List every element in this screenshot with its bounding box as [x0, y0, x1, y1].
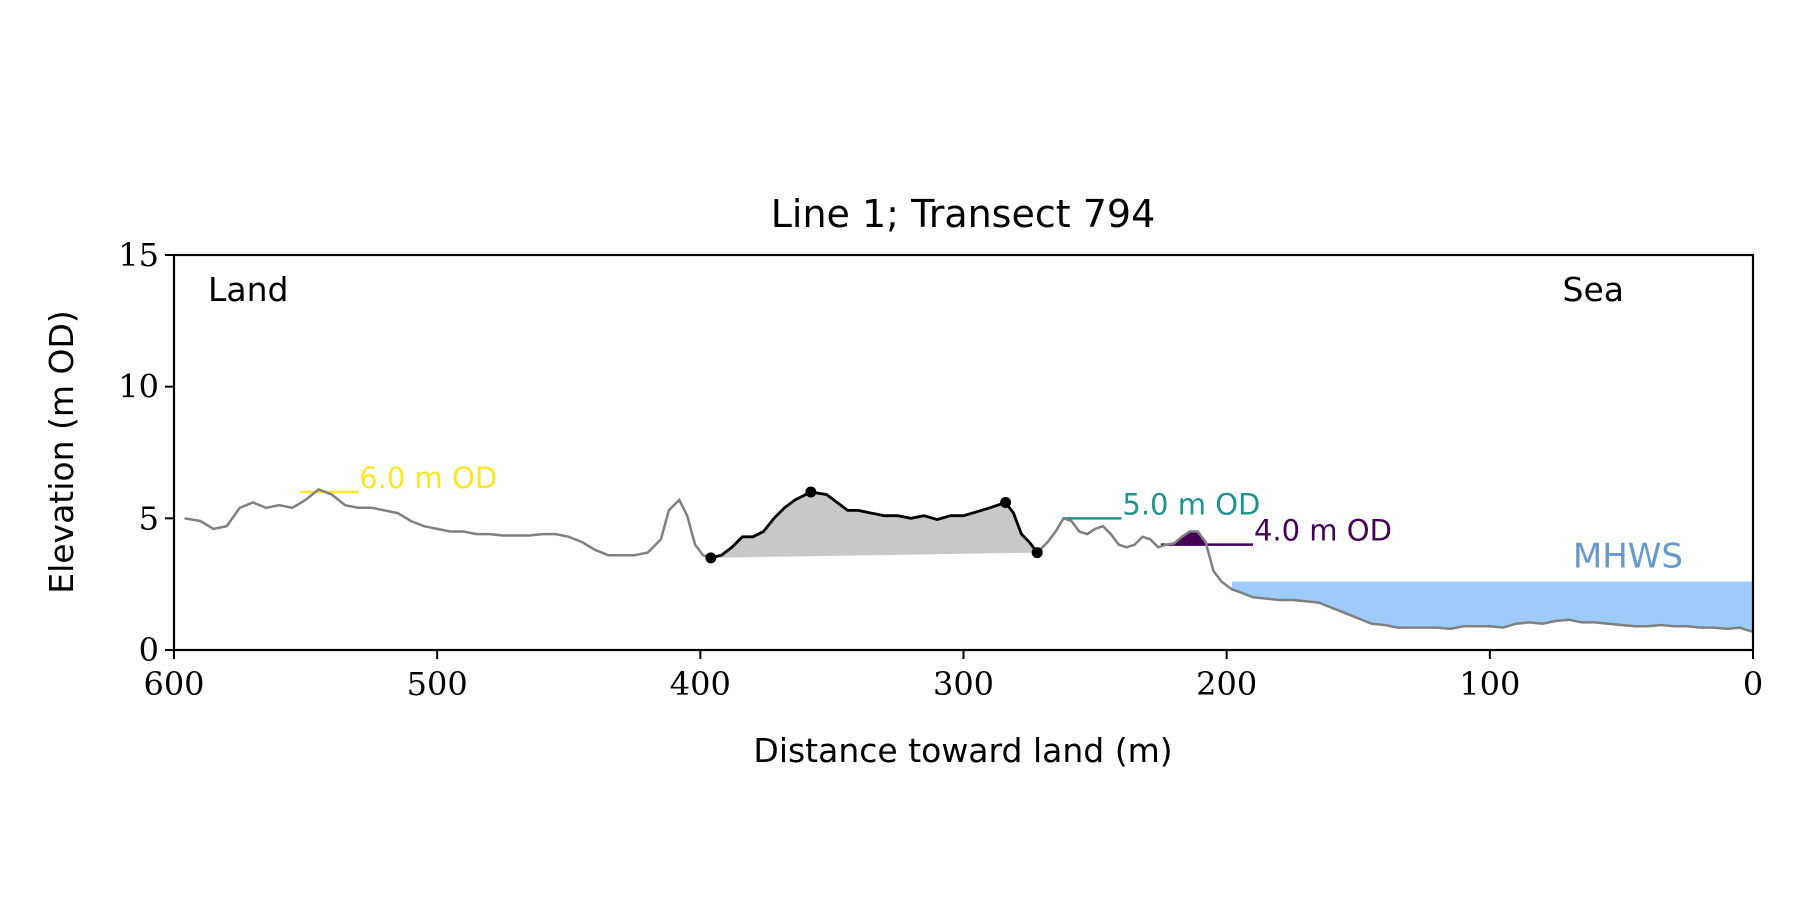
- level-label: 6.0 m OD: [359, 461, 497, 495]
- level-label: 5.0 m OD: [1122, 487, 1260, 521]
- dune-area: [710, 492, 1038, 558]
- dune-point: [805, 486, 817, 498]
- y-tick-label: 5: [139, 499, 159, 537]
- y-tick-label: 0: [139, 631, 159, 669]
- x-tick-label: 100: [1459, 665, 1520, 703]
- x-tick-label: 0: [1743, 665, 1763, 703]
- y-axis-label: Elevation (m OD): [42, 310, 81, 594]
- x-tick-label: 600: [143, 665, 204, 703]
- dune-point: [1000, 497, 1012, 509]
- y-tick-label: 15: [118, 236, 159, 274]
- x-tick-label: 500: [407, 665, 468, 703]
- level-label: 4.0 m OD: [1254, 514, 1392, 548]
- mhws-water: [1231, 581, 1753, 632]
- x-tick-label: 400: [670, 665, 731, 703]
- dune-point: [705, 552, 717, 564]
- land-label: Land: [208, 270, 288, 309]
- x-tick-label: 300: [933, 665, 994, 703]
- y-tick-label: 10: [118, 368, 159, 406]
- mhws-label: MHWS: [1573, 537, 1683, 577]
- chart-title: Line 1; Transect 794: [771, 192, 1156, 236]
- x-axis-label: Distance toward land (m): [753, 731, 1172, 770]
- dune-point: [1031, 547, 1043, 559]
- x-tick-label: 200: [1196, 665, 1257, 703]
- dune-line: [710, 490, 1039, 560]
- sea-label: Sea: [1563, 270, 1624, 309]
